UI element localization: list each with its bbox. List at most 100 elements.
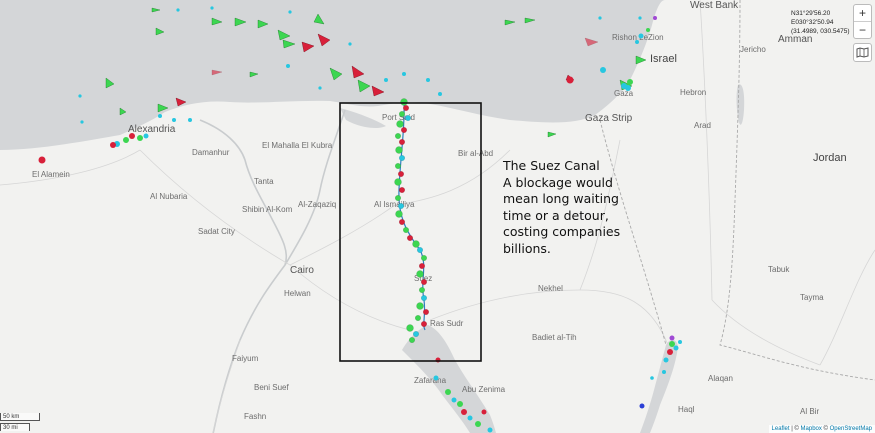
passenger-ship-marker[interactable] — [288, 10, 292, 14]
tanker-ship-marker[interactable] — [371, 85, 385, 97]
cargo-ship-marker[interactable] — [157, 103, 169, 113]
tanker-ship-marker[interactable] — [481, 409, 487, 415]
passenger-ship-marker[interactable] — [438, 92, 442, 96]
cargo-ship-marker[interactable] — [234, 17, 247, 27]
aqaba-vessel-markers[interactable] — [639, 335, 683, 409]
passenger-ship-marker[interactable] — [426, 78, 430, 82]
passenger-ship-marker[interactable] — [188, 118, 192, 122]
cargo-ship-marker[interactable] — [119, 107, 127, 116]
passenger-ship-marker[interactable] — [78, 94, 82, 98]
cargo-ship-marker[interactable] — [395, 210, 403, 218]
passenger-ship-marker[interactable] — [487, 427, 493, 433]
passenger-ship-marker[interactable] — [286, 64, 290, 68]
passenger-ship-marker[interactable] — [143, 133, 149, 139]
tanker-ship-marker[interactable] — [351, 65, 365, 79]
tanker-ship-marker[interactable] — [566, 76, 574, 84]
cargo-ship-marker[interactable] — [669, 341, 675, 347]
tanker-ship-marker[interactable] — [301, 41, 315, 53]
openstreetmap-link[interactable]: OpenStreetMap — [829, 426, 872, 432]
cargo-ship-marker[interactable] — [394, 178, 402, 186]
cargo-ship-marker[interactable] — [524, 17, 536, 24]
tanker-ship-marker[interactable] — [211, 69, 223, 76]
cargo-ship-marker[interactable] — [457, 401, 463, 407]
tanker-ship-marker[interactable] — [419, 263, 426, 270]
tanker-ship-marker[interactable] — [175, 97, 187, 107]
cargo-ship-marker[interactable] — [282, 39, 296, 49]
cargo-ship-marker[interactable] — [357, 79, 371, 93]
leaflet-link[interactable]: Leaflet — [771, 426, 790, 432]
passenger-ship-marker[interactable] — [402, 72, 406, 76]
cargo-ship-marker[interactable] — [400, 98, 408, 106]
cargo-ship-marker[interactable] — [155, 27, 165, 36]
passenger-ship-marker[interactable] — [621, 83, 627, 89]
passenger-ship-marker[interactable] — [210, 6, 214, 10]
passenger-ship-marker[interactable] — [650, 376, 654, 380]
cargo-ship-marker[interactable] — [416, 302, 424, 310]
cargo-ship-marker[interactable] — [403, 226, 410, 233]
cargo-ship-marker[interactable] — [249, 71, 259, 78]
passenger-ship-marker[interactable] — [433, 375, 439, 381]
cargo-ship-marker[interactable] — [419, 287, 426, 294]
tanker-ship-marker[interactable] — [317, 33, 331, 47]
passenger-ship-marker[interactable] — [662, 370, 666, 374]
passenger-ship-marker[interactable] — [598, 16, 602, 20]
passenger-ship-marker[interactable] — [600, 67, 606, 73]
passenger-ship-marker[interactable] — [635, 40, 639, 44]
passenger-ship-marker[interactable] — [405, 114, 412, 121]
tanker-ship-marker[interactable] — [421, 279, 428, 286]
tanker-ship-marker[interactable] — [407, 234, 414, 241]
passenger-ship-marker[interactable] — [638, 33, 644, 39]
canal-vessel-markers[interactable] — [394, 98, 430, 344]
tanker-ship-marker[interactable] — [110, 142, 116, 148]
cargo-ship-marker[interactable] — [257, 19, 269, 29]
cargo-ship-marker[interactable] — [409, 337, 416, 344]
cargo-ship-marker[interactable] — [137, 135, 143, 141]
tanker-ship-marker[interactable] — [129, 133, 135, 139]
cargo-ship-marker[interactable] — [395, 162, 402, 169]
passenger-ship-marker[interactable] — [417, 246, 424, 253]
cargo-ship-marker[interactable] — [277, 29, 291, 41]
tanker-ship-marker[interactable] — [399, 218, 406, 225]
cargo-ship-marker[interactable] — [329, 67, 343, 81]
passenger-ship-marker[interactable] — [413, 331, 420, 338]
cargo-ship-marker[interactable] — [399, 110, 406, 117]
layers-button[interactable] — [853, 43, 872, 62]
passenger-ship-marker[interactable] — [639, 403, 645, 409]
tanker-ship-marker[interactable] — [399, 186, 406, 193]
cargo-ship-marker[interactable] — [475, 421, 481, 427]
tanker-ship-marker[interactable] — [401, 126, 408, 133]
tanker-ship-marker[interactable] — [403, 104, 410, 111]
cargo-ship-marker[interactable] — [445, 389, 451, 395]
cargo-ship-marker[interactable] — [646, 28, 650, 32]
cargo-ship-marker[interactable] — [313, 13, 325, 25]
cargo-ship-marker[interactable] — [421, 254, 428, 261]
cargo-ship-marker[interactable] — [504, 19, 516, 26]
tanker-ship-marker[interactable] — [421, 321, 428, 328]
cargo-ship-marker[interactable] — [211, 17, 223, 26]
passenger-ship-marker[interactable] — [348, 42, 352, 46]
passenger-ship-marker[interactable] — [678, 340, 682, 344]
zoom-in-button[interactable]: + — [854, 5, 871, 22]
passenger-ship-marker[interactable] — [467, 415, 473, 421]
passenger-ship-marker[interactable] — [673, 345, 679, 351]
tanker-ship-marker[interactable] — [423, 309, 430, 316]
passenger-ship-marker[interactable] — [172, 118, 176, 122]
tanker-ship-marker[interactable] — [398, 170, 405, 177]
passenger-ship-marker[interactable] — [663, 357, 669, 363]
cargo-ship-marker[interactable] — [395, 132, 402, 139]
cargo-ship-marker[interactable] — [547, 131, 557, 138]
tanker-ship-marker[interactable] — [584, 37, 599, 47]
passenger-ship-marker[interactable] — [421, 295, 428, 302]
cargo-ship-marker[interactable] — [105, 77, 115, 89]
passenger-ship-marker[interactable] — [451, 397, 457, 403]
cargo-ship-marker[interactable] — [123, 137, 129, 143]
passenger-ship-marker[interactable] — [638, 16, 642, 20]
passenger-ship-marker[interactable] — [399, 154, 406, 161]
passenger-ship-marker[interactable] — [653, 16, 657, 20]
mapbox-link[interactable]: Mapbox — [800, 426, 822, 432]
cargo-ship-marker[interactable] — [412, 240, 420, 248]
tanker-ship-marker[interactable] — [461, 409, 467, 415]
tanker-ship-marker[interactable] — [667, 349, 673, 355]
passenger-ship-marker[interactable] — [318, 86, 322, 90]
